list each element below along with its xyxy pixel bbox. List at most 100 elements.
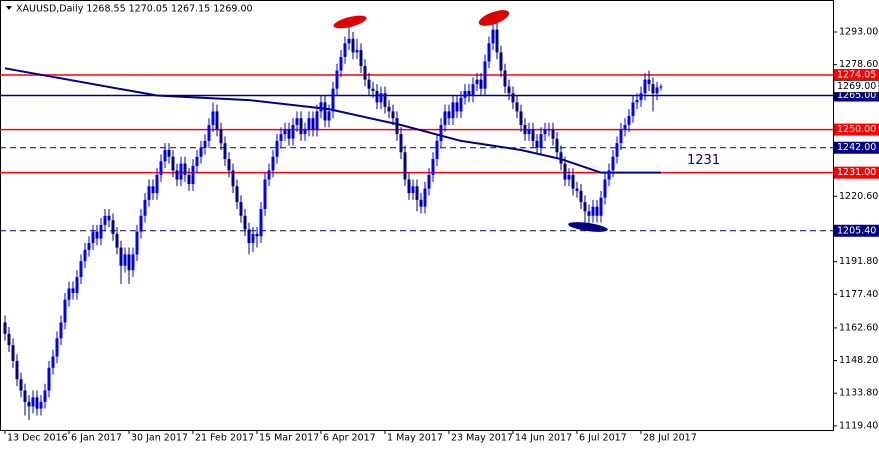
candle-body — [279, 134, 283, 141]
level-label-box — [834, 68, 879, 81]
candle-body — [215, 111, 219, 130]
candle-body — [47, 367, 51, 391]
candle-body — [323, 102, 327, 121]
candle-body — [431, 159, 435, 175]
x-tick-label: 28 Jul 2017 — [643, 433, 697, 444]
y-tick-label: 1119.40 — [839, 420, 878, 431]
candle-body — [219, 129, 223, 144]
candle-body — [623, 125, 627, 130]
candle-body — [631, 102, 635, 116]
candle-body — [15, 361, 19, 380]
candle-body — [67, 288, 71, 300]
candle-body — [411, 186, 415, 194]
candle-body — [555, 138, 559, 153]
candle-body — [275, 140, 279, 157]
candle-body — [427, 174, 431, 189]
chart-title: XAUUSD,Daily 1268.55 1270.05 1267.15 126… — [16, 4, 253, 15]
annotation-text: 1231 — [687, 153, 720, 168]
candle-body — [463, 90, 467, 98]
candle-body — [51, 356, 55, 368]
candle-body — [443, 111, 447, 126]
candle-body — [247, 229, 251, 244]
level-label-box — [834, 224, 879, 237]
candle-body — [59, 322, 63, 339]
candle-body — [3, 322, 7, 334]
candle-body — [435, 140, 439, 160]
candle-body — [347, 38, 351, 44]
marker-ellipse — [333, 15, 367, 29]
candle-body — [39, 401, 43, 409]
candle-body — [603, 179, 607, 198]
candle-body — [383, 93, 387, 107]
candle-body — [423, 188, 427, 207]
candle-body — [339, 56, 343, 71]
last-price-label: 1269.00 — [837, 81, 876, 92]
title-icon — [6, 6, 12, 10]
candle-body — [579, 190, 583, 203]
candle-body — [539, 134, 543, 148]
level-label: 1242.00 — [837, 142, 876, 153]
axes: 1293.00 1278.60 1220.60 1191.80 1177.40 1162.… — [4, 26, 879, 444]
candle-body — [319, 102, 323, 112]
candle-body — [391, 111, 395, 119]
candle-body — [527, 129, 531, 135]
candle-body — [415, 186, 419, 200]
candle-body — [235, 186, 239, 203]
candle-body — [291, 125, 295, 139]
candle-body — [199, 147, 203, 157]
candle-body — [475, 79, 479, 85]
y-tick-label: 1162.60 — [839, 322, 878, 333]
level-label: 1205.40 — [837, 225, 876, 236]
candle-body — [307, 118, 311, 130]
candle-body — [379, 93, 383, 103]
candle-body — [591, 206, 595, 216]
level-label: 1250.00 — [837, 124, 876, 135]
candle-body — [395, 118, 399, 135]
candle-body — [267, 170, 271, 180]
x-tick-label: 13 Dec 2016 — [7, 433, 68, 444]
candle-body — [387, 106, 391, 112]
candle-body — [515, 102, 519, 112]
candle-body — [551, 129, 555, 139]
candle-body — [103, 215, 107, 225]
candle-body — [11, 345, 15, 362]
candle-body — [75, 277, 79, 293]
candle-body — [647, 79, 651, 85]
candle-body — [263, 179, 267, 209]
candle-body — [547, 129, 551, 131]
candle-body — [479, 79, 483, 89]
candle-body — [43, 390, 47, 402]
candle-body — [99, 224, 103, 239]
candle-body — [147, 186, 151, 200]
candle-body — [363, 66, 367, 80]
candle-body — [163, 149, 167, 162]
candle-body — [223, 143, 227, 160]
candle-body — [207, 125, 211, 141]
candle-body — [535, 140, 539, 148]
candle-body — [239, 202, 243, 216]
candle-body — [575, 188, 579, 191]
candle-body — [659, 86, 663, 88]
candle-body — [507, 86, 511, 94]
candle-body — [595, 206, 599, 216]
candle-body — [375, 90, 379, 103]
candle-body — [355, 50, 359, 53]
x-tick-label: 15 Mar 2017 — [259, 433, 319, 444]
y-tick-label: 1177.40 — [839, 289, 878, 300]
x-tick-label: 30 Jan 2017 — [131, 433, 188, 444]
candle-body — [467, 90, 471, 96]
candle-body — [459, 97, 463, 112]
candle-body — [27, 401, 31, 407]
candle-body — [299, 118, 303, 135]
candle-body — [167, 149, 171, 157]
candle-body — [115, 233, 119, 248]
candle-body — [615, 143, 619, 157]
candle-body — [139, 215, 143, 232]
candle-body — [295, 118, 299, 126]
candle-body — [231, 170, 235, 187]
candle-body — [439, 125, 443, 141]
candle-body — [519, 111, 523, 126]
level-label: 1231.00 — [837, 167, 876, 178]
candle-body — [35, 397, 39, 409]
